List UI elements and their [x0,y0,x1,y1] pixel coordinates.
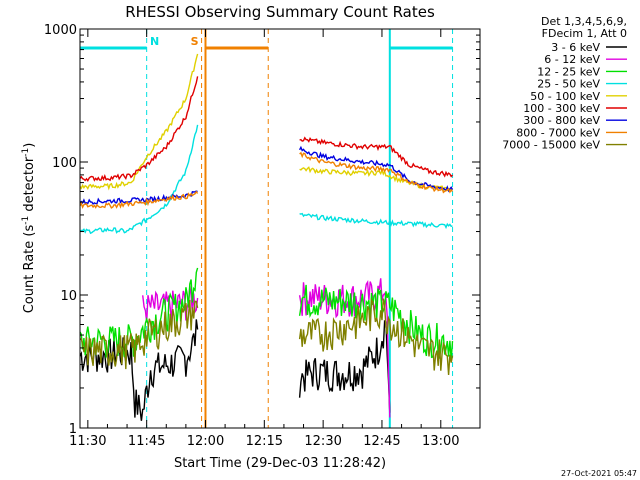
series-3-6-kev-line [79,319,199,421]
legend: Det 1,3,4,5,6,9,FDecim 1, Att 03 - 6 keV… [502,15,627,152]
plot-frame [79,28,481,429]
y-tick-label: 1 [69,422,77,437]
series-100-300-kev-line [79,76,199,183]
x-axis-label: Start Time (29-Dec-03 11:28:42) [174,456,386,471]
x-tick-label: 11:45 [128,434,165,449]
x-tick-label: 12:45 [363,434,400,449]
series-25-50-kev-line [299,212,453,230]
x-tick-label: 12:30 [304,434,341,449]
y-axis-label: Count Rate (s-1 detector-1) [21,143,37,314]
saa-label: S [191,35,199,48]
series-800-7000-kev-line [299,151,454,194]
night-label: N [150,35,159,48]
series-50-100-kev-line [299,166,453,193]
x-tick-label: 11:30 [69,434,106,449]
y-tick-label: 10 [60,289,77,304]
x-tick-label: 13:00 [422,434,459,449]
series-100-300-kev-line [299,136,454,178]
series-300-800-kev-line [298,145,454,193]
legend-label: 800 - 7000 keV [516,126,600,139]
chart-title: RHESSI Observing Summary Count Rates [125,3,435,21]
legend-label: 50 - 100 keV [530,90,600,103]
series-300-800-kev-line [79,190,198,205]
series-12-25-kev-line [298,284,454,361]
series-800-7000-kev-line [79,190,199,209]
series-3-6-kev-line [298,319,391,413]
series-layer [79,53,454,421]
x-tick-label: 12:00 [187,434,224,449]
legend-label: 100 - 300 keV [523,102,600,115]
legend-label: 6 - 12 keV [544,53,600,66]
legend-label: 300 - 800 keV [523,114,600,127]
legend-label: 25 - 50 keV [537,78,600,91]
y-tick-label: 100 [52,156,77,171]
series-7000-15000-kev-line [298,298,454,376]
series-25-50-kev-line [79,124,199,235]
x-tick-label: 12:15 [246,434,283,449]
legend-label: 12 - 25 keV [537,65,600,78]
y-tick-label: 1000 [44,23,77,38]
axis-ticks: 11:30 11:45 12:00 12:15 12:30 12:45 13:00 1 10 10… [44,23,480,449]
footer-stamp: 27-Oct-2021 05:47 [561,469,637,478]
legend-label: 7000 - 15000 keV [502,139,600,152]
series-7000-15000-kev-line [79,299,199,370]
legend-label: 3 - 6 keV [551,41,600,54]
legend-header: Det 1,3,4,5,6,9, [541,15,627,28]
legend-header: FDecim 1, Att 0 [542,27,627,40]
